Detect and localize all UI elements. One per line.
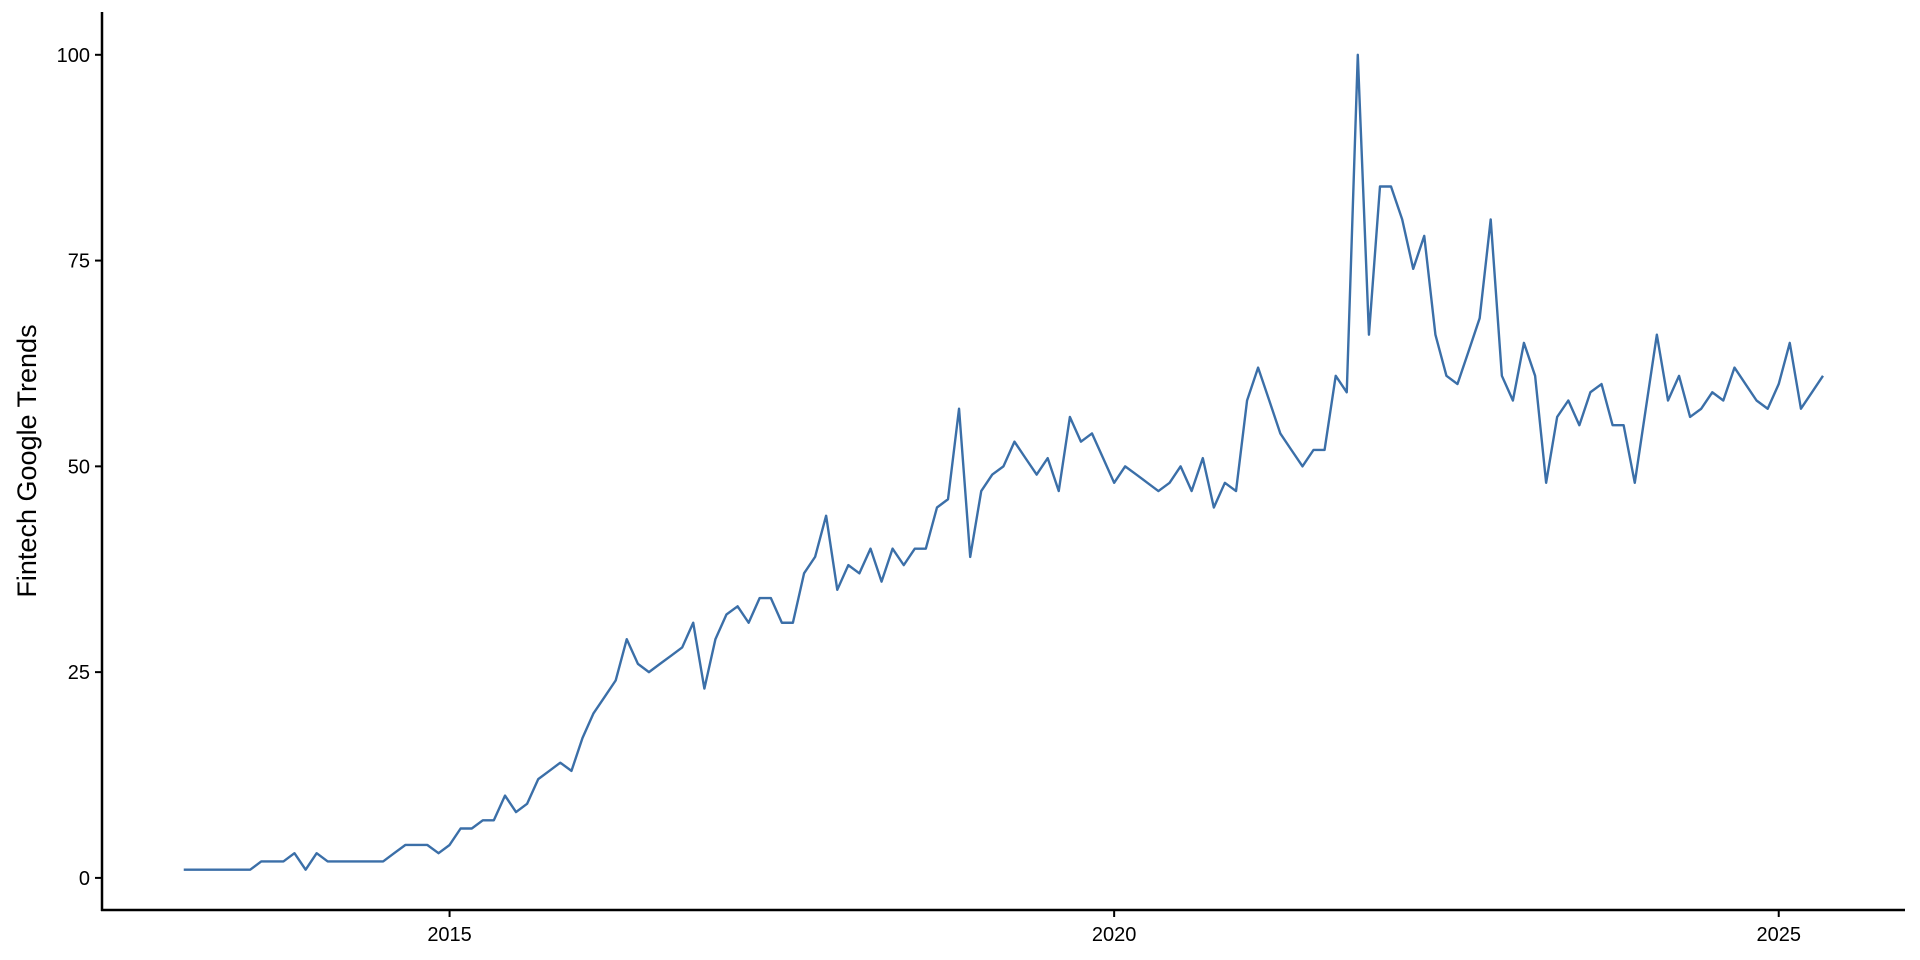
x-tick-label: 2020 — [1092, 924, 1137, 946]
x-tick-label: 2025 — [1756, 924, 1801, 946]
y-tick-label: 50 — [68, 456, 90, 478]
x-tick-label: 2015 — [427, 924, 472, 946]
y-tick-label: 75 — [68, 251, 90, 273]
y-axis-label: Fintech Google Trends — [12, 324, 42, 597]
data-line — [183, 53, 1824, 871]
y-tick-label: 25 — [68, 662, 90, 684]
y-tick-label: 100 — [57, 45, 90, 67]
y-tick-label: 0 — [79, 868, 90, 890]
